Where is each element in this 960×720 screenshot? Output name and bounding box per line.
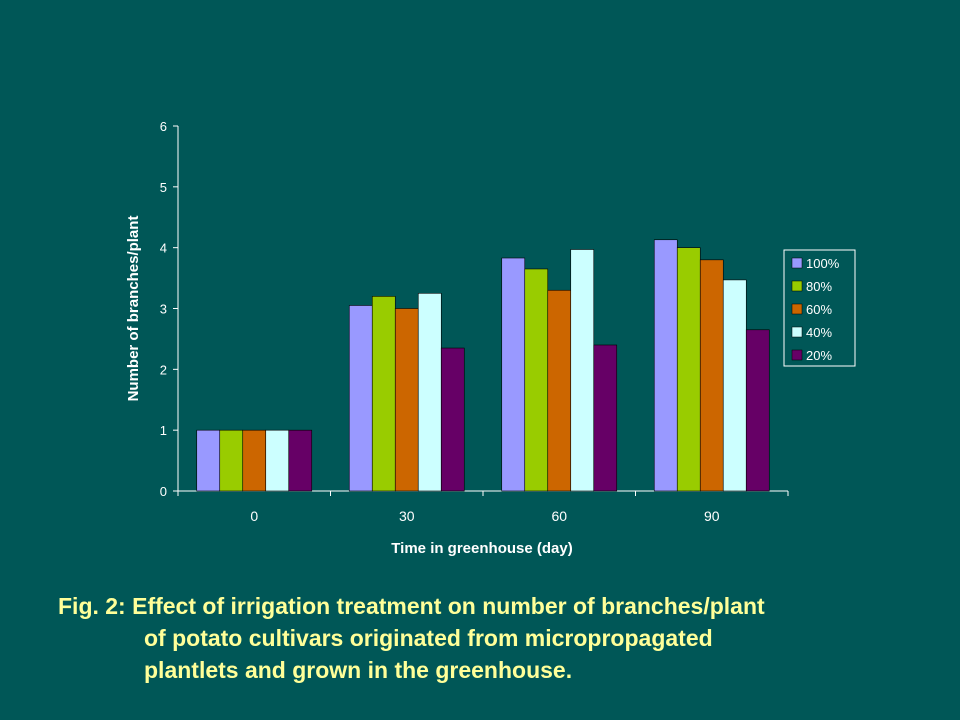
bar (676, 247, 701, 492)
legend-label: 40% (806, 325, 832, 340)
legend-swatch (791, 303, 803, 315)
bar (242, 429, 267, 492)
bar (699, 259, 724, 492)
bar (745, 329, 770, 492)
y-tick-label: 0 (160, 484, 167, 499)
bar (196, 429, 221, 492)
bar (417, 292, 442, 492)
bar (265, 429, 290, 492)
caption-line-3: plantlets and grown in the greenhouse. (144, 657, 573, 683)
bar (547, 289, 572, 492)
caption-line-2: of potato cultivars originated from micr… (144, 625, 713, 651)
bar (570, 249, 595, 492)
bar (524, 268, 549, 492)
legend-label: 100% (806, 256, 840, 271)
bar (440, 347, 465, 492)
legend-swatch (791, 280, 803, 292)
x-axis-title: Time in greenhouse (day) (391, 540, 572, 557)
y-axis-title: Number of branches/plant (125, 216, 142, 402)
y-tick-label: 6 (160, 119, 167, 134)
bar (348, 305, 373, 492)
bar (501, 257, 526, 492)
caption-line-1: Fig. 2: Effect of irrigation treatment o… (58, 593, 765, 619)
legend-swatch (791, 257, 803, 269)
y-tick-label: 1 (160, 423, 167, 438)
y-tick-label: 4 (160, 241, 167, 256)
bar (288, 429, 313, 492)
legend-swatch (791, 326, 803, 338)
x-tick-label: 0 (250, 508, 258, 524)
x-tick-label: 30 (399, 508, 415, 524)
x-tick-label: 60 (551, 508, 567, 524)
bar (219, 429, 244, 492)
figure-caption: Fig. 2: Effect of irrigation treatment o… (58, 590, 938, 686)
legend-swatch (791, 349, 803, 361)
y-tick-label: 3 (160, 302, 167, 317)
bar (722, 279, 747, 492)
bar (653, 239, 678, 492)
y-tick-label: 2 (160, 362, 167, 377)
bar (593, 344, 618, 492)
y-tick-label: 5 (160, 180, 167, 195)
legend-label: 80% (806, 279, 832, 294)
legend-label: 60% (806, 302, 832, 317)
legend-label: 20% (806, 348, 832, 363)
bar (371, 296, 396, 492)
legend-box (783, 249, 856, 367)
bar (394, 308, 419, 492)
x-tick-label: 90 (704, 508, 720, 524)
